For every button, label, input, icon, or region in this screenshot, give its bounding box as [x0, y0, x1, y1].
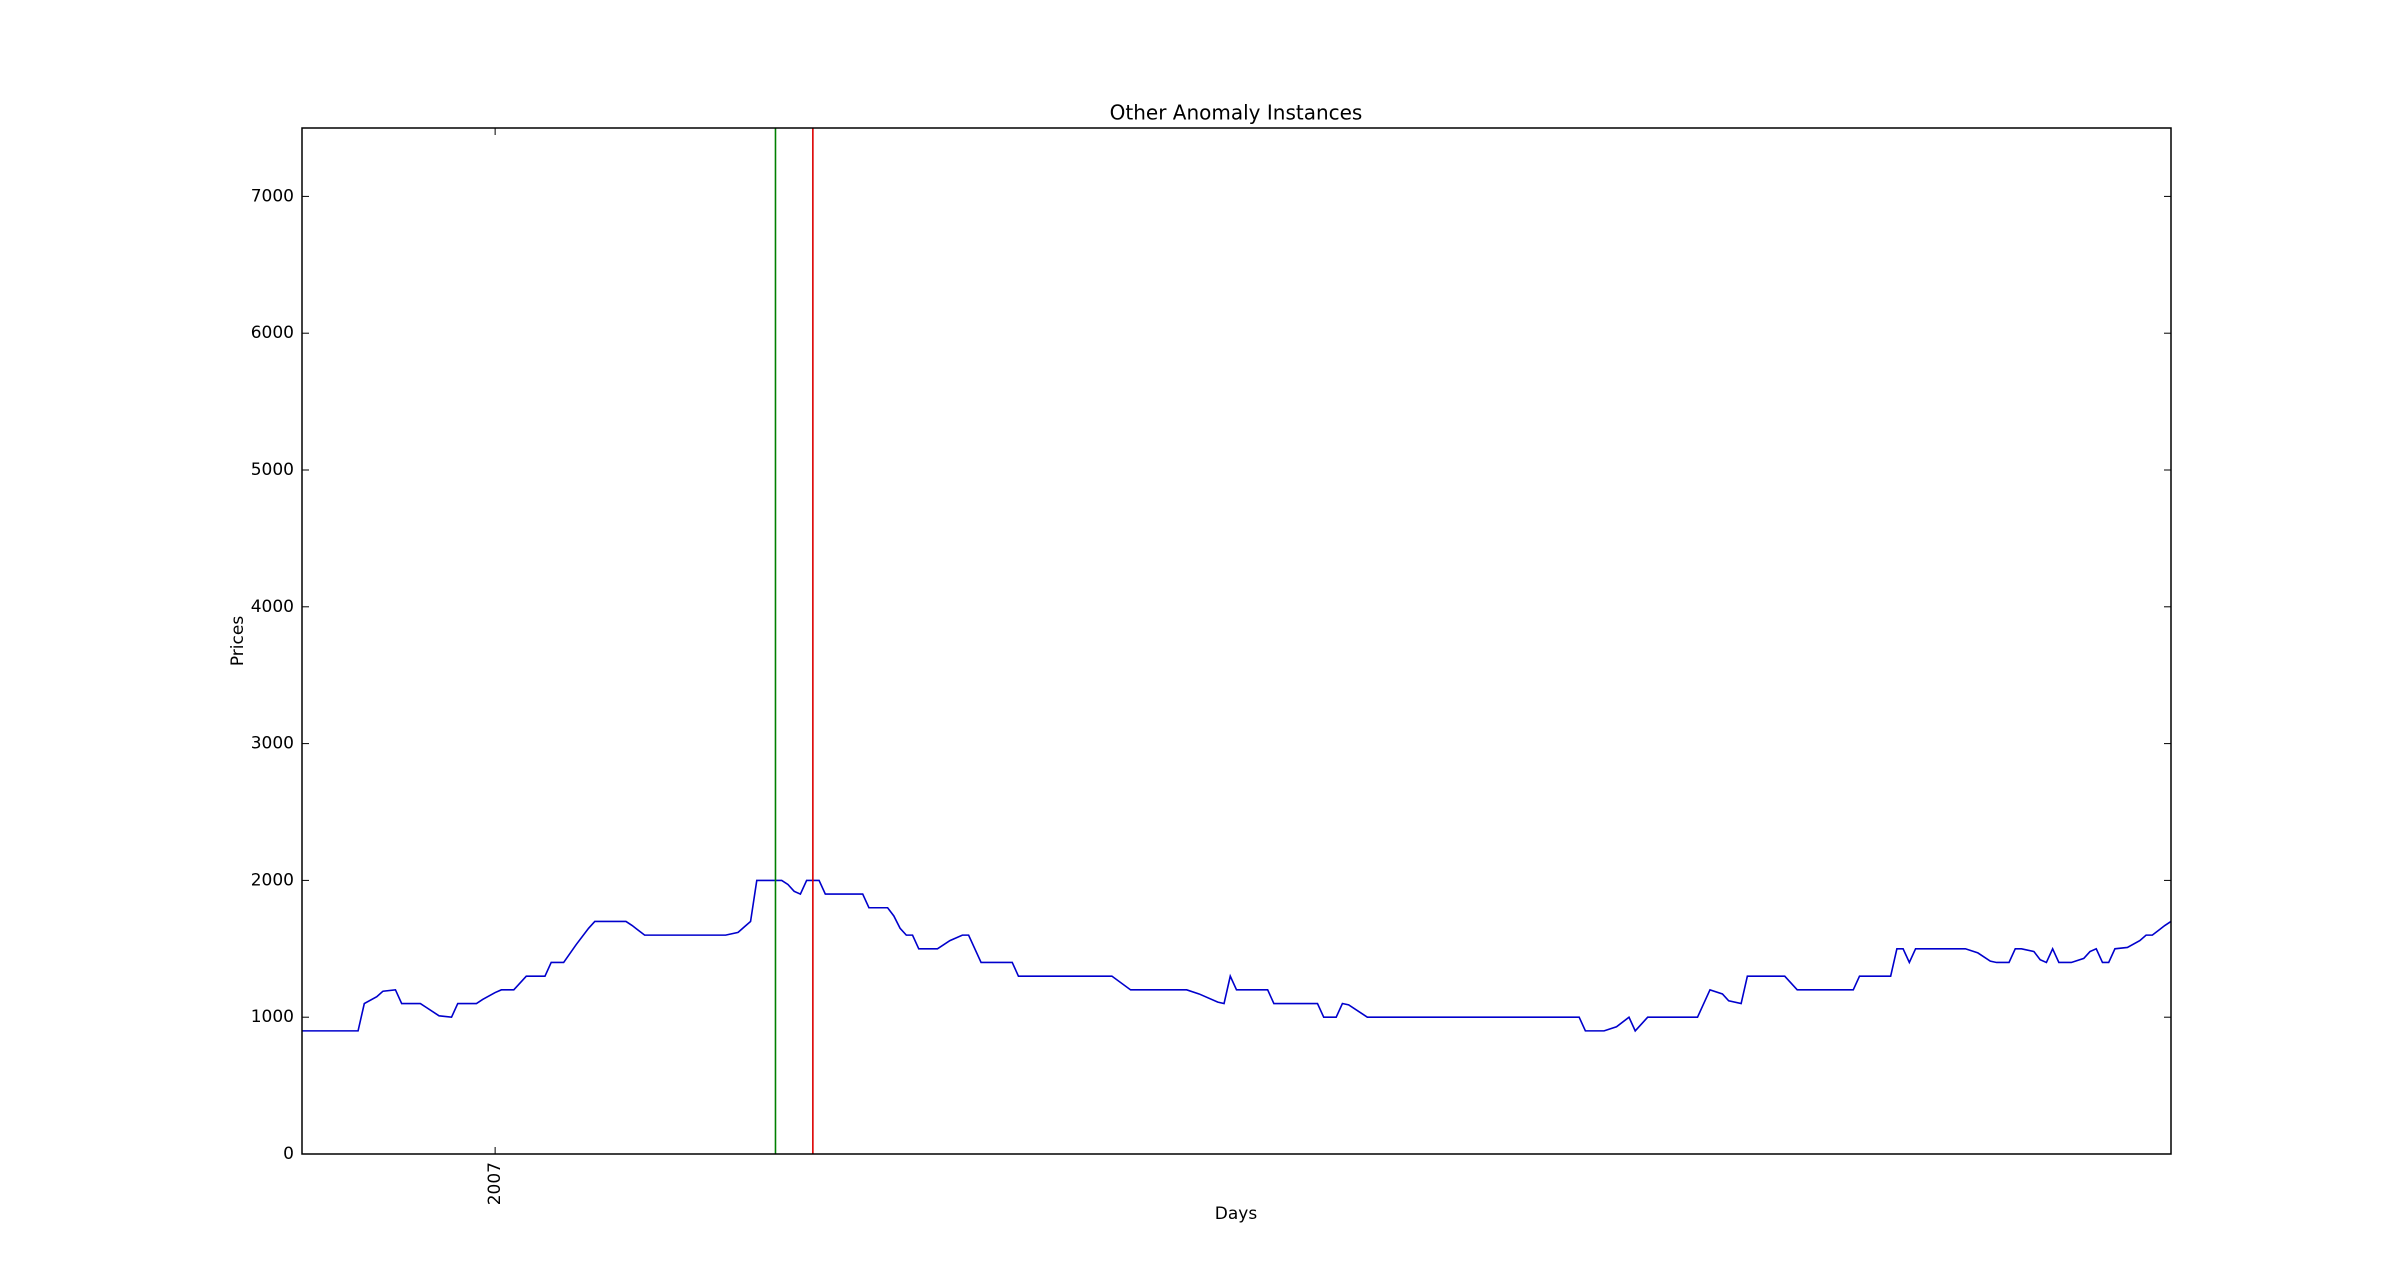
y-tick-label: 0 [283, 1144, 294, 1164]
y-tick-label: 3000 [251, 734, 294, 754]
x-tick-label: 2007 [485, 1162, 505, 1205]
x-axis-label: Days [1215, 1204, 1258, 1224]
y-tick-label: 4000 [251, 597, 294, 617]
price-line [302, 879, 2172, 1033]
y-tick-label: 5000 [251, 460, 294, 480]
y-tick-label: 1000 [251, 1007, 294, 1027]
y-tick-label: 7000 [251, 186, 294, 206]
y-tick-label: 2000 [251, 870, 294, 890]
plot-frame [301, 127, 2172, 1155]
y-axis-label: Prices [228, 616, 248, 666]
y-tick-label: 6000 [251, 323, 294, 343]
chart-title: Other Anomaly Instances [1110, 101, 1363, 125]
